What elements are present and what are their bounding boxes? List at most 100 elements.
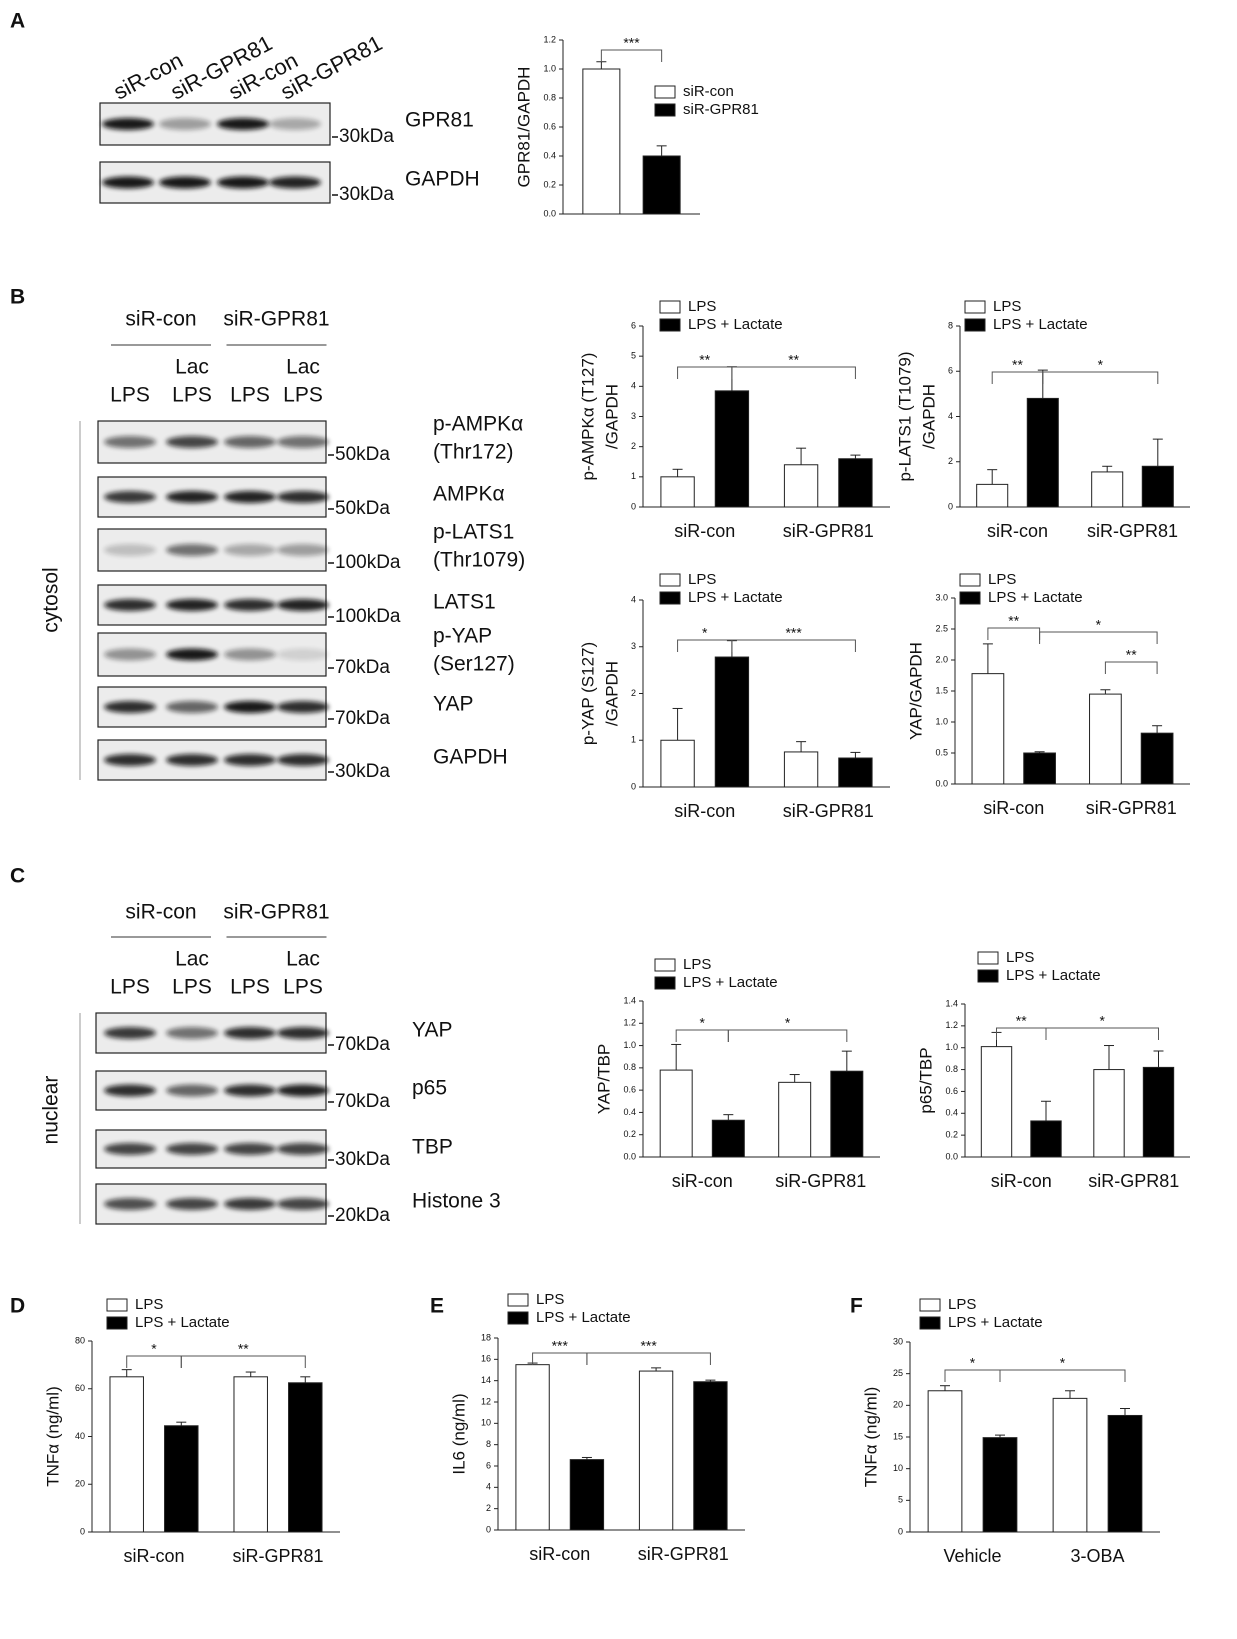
lane-label: Lac (286, 948, 320, 971)
band (166, 1084, 218, 1097)
sig-bracket (1042, 371, 1159, 384)
protein-label: GPR81 (405, 109, 474, 132)
sig-label: * (970, 1355, 976, 1371)
legend-swatch (654, 976, 676, 990)
y-tick-label: 1.0 (945, 1042, 958, 1052)
panel-letter: F (850, 1295, 863, 1318)
y-tick-label: 0.6 (623, 1085, 636, 1095)
sig-bracket (727, 1029, 848, 1042)
legend-label: LPS + Lactate (135, 1314, 230, 1331)
band (102, 176, 154, 189)
band (224, 1143, 276, 1155)
legend-swatch (964, 318, 986, 332)
bar (1091, 471, 1124, 508)
x-tick-label: siR-GPR81 (232, 1546, 323, 1566)
sig-label: ** (699, 352, 710, 368)
x-tick-label: siR-GPR81 (1088, 1171, 1179, 1191)
marker-label: 70kDa (335, 1034, 390, 1055)
group-label: siR-GPR81 (223, 901, 329, 924)
sig-label: * (1096, 617, 1102, 633)
y-tick-label: 0.8 (623, 1062, 636, 1072)
band (166, 599, 218, 611)
y-axis-label: IL6 (ng/ml) (449, 1393, 468, 1474)
band (217, 118, 269, 130)
lane-label: LPS (110, 976, 150, 999)
bar (838, 458, 873, 508)
protein-label: (Thr1079) (433, 549, 525, 572)
y-axis-label: p-YAP (S127) (578, 642, 597, 745)
band (277, 1198, 329, 1210)
legend-label: LPS (536, 1291, 564, 1308)
lane-label: Lac (286, 356, 320, 379)
bar (838, 757, 873, 788)
bar (971, 673, 1005, 785)
x-tick-label: siR-GPR81 (1087, 521, 1178, 541)
bar (515, 1364, 550, 1531)
bar (233, 1376, 268, 1533)
band (277, 1084, 329, 1097)
marker-label: 20kDa (335, 1205, 390, 1226)
sig-bracket (991, 371, 1044, 384)
sig-bracket (677, 639, 733, 652)
panel-letter: B (10, 286, 25, 309)
band (277, 544, 329, 556)
bar (1030, 1120, 1062, 1158)
band (104, 648, 156, 661)
legend-swatch (507, 1311, 529, 1325)
bar (582, 68, 621, 215)
sig-label: *** (552, 1338, 569, 1354)
y-tick-label: 30 (893, 1336, 903, 1346)
band (277, 648, 329, 661)
sig-label: ** (1012, 357, 1023, 373)
y-tick-label: 2 (631, 688, 636, 698)
bar (982, 1437, 1018, 1533)
y-axis-label: p-AMPKα (T127) (578, 353, 597, 481)
y-tick-label: 4 (631, 594, 636, 604)
y-axis-label: TNFα (ng/ml) (43, 1386, 62, 1487)
sig-bracket (731, 366, 856, 379)
y-tick-label: 25 (893, 1368, 903, 1378)
y-tick-label: 0.2 (543, 179, 556, 189)
y-tick-label: 1.0 (623, 1040, 636, 1050)
bar (1142, 1066, 1175, 1158)
legend-label: LPS + Lactate (683, 974, 778, 991)
legend-label: LPS + Lactate (536, 1309, 631, 1326)
legend-label: LPS (688, 298, 716, 315)
band (277, 436, 329, 448)
legend-label: LPS (688, 571, 716, 588)
protein-label: Histone 3 (412, 1190, 501, 1213)
legend-label: LPS + Lactate (948, 1314, 1043, 1331)
marker-label: 70kDa (335, 1091, 390, 1112)
sig-label: ** (788, 352, 799, 368)
bar (711, 1119, 745, 1158)
sig-label: * (1098, 357, 1104, 373)
y-tick-label: 0 (631, 781, 636, 791)
y-tick-label: 0.6 (945, 1086, 958, 1096)
legend-swatch (919, 1298, 941, 1312)
band (104, 754, 156, 766)
y-tick-label: 2 (631, 441, 636, 451)
sig-bracket (987, 627, 1041, 640)
y-tick-label: 0.4 (543, 150, 556, 160)
y-tick-label: 40 (75, 1431, 85, 1441)
y-tick-label: 0.6 (543, 121, 556, 131)
legend-swatch (977, 951, 999, 965)
y-tick-label: 15 (893, 1431, 903, 1441)
protein-label: AMPKα (433, 483, 505, 506)
x-tick-label: siR-con (674, 521, 735, 541)
protein-label: (Thr172) (433, 441, 514, 464)
y-tick-label: 80 (75, 1335, 85, 1345)
lane-label: LPS (110, 384, 150, 407)
y-tick-label: 4 (486, 1482, 491, 1492)
y-tick-label: 0.2 (623, 1129, 636, 1139)
bar (638, 1370, 674, 1531)
legend-swatch (959, 591, 981, 605)
band (277, 599, 329, 611)
band (159, 176, 211, 189)
band (224, 1198, 276, 1210)
legend-swatch (659, 300, 681, 314)
lane-label: LPS (230, 384, 270, 407)
bar (1026, 397, 1059, 508)
bar (1141, 465, 1174, 508)
